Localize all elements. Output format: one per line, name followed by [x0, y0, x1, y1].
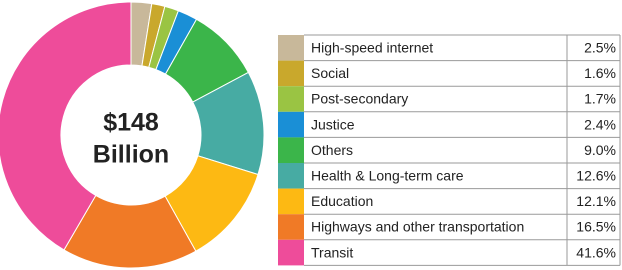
center-label: $148: [103, 109, 159, 137]
legend-value: 9.0%: [584, 142, 616, 158]
center-label: Billion: [93, 141, 169, 169]
legend-swatch: [278, 163, 304, 189]
legend-swatch: [278, 137, 304, 163]
legend-label: Health & Long-term care: [311, 168, 464, 184]
legend-label: Education: [311, 193, 373, 209]
legend-swatch: [278, 111, 304, 138]
legend-swatch: [278, 214, 304, 240]
legend-label: High-speed internet: [311, 40, 433, 56]
legend-label: Highways and other transportation: [311, 219, 524, 235]
legend-value: 2.4%: [584, 116, 616, 132]
legend-value: 1.6%: [584, 65, 616, 81]
legend-value: 2.5%: [584, 40, 616, 56]
legend-swatch: [278, 188, 304, 215]
legend-value: 12.1%: [576, 193, 616, 209]
legend-label: Others: [311, 142, 353, 158]
legend-swatch: [278, 239, 304, 266]
legend-value: 1.7%: [584, 91, 616, 107]
legend-label: Social: [311, 65, 349, 81]
donut-slice: [0, 1, 132, 251]
legend-label: Justice: [311, 116, 355, 132]
legend-swatch: [278, 35, 304, 61]
legend-value: 16.5%: [576, 219, 616, 235]
legend-swatch: [278, 86, 304, 112]
legend-swatch: [278, 60, 304, 87]
legend-value: 12.6%: [576, 168, 616, 184]
legend-label: Post-secondary: [311, 91, 408, 107]
legend-value: 41.6%: [576, 244, 616, 260]
legend-label: Transit: [311, 244, 353, 260]
